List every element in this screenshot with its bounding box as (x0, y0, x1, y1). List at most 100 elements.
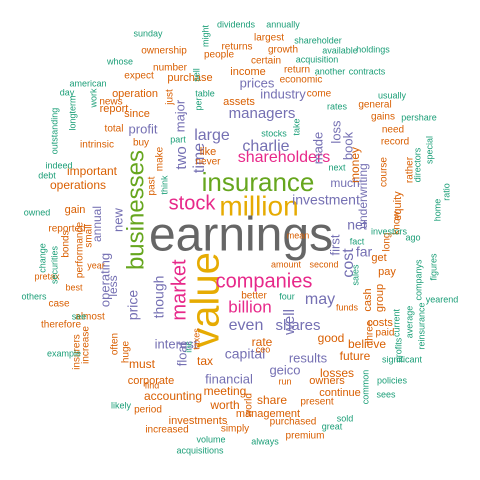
word-people: people (204, 50, 234, 61)
word-value: value (184, 252, 228, 348)
word-whose: whose (106, 56, 133, 66)
word-total: total (105, 124, 124, 135)
word-results: results (289, 350, 328, 365)
word-second: second (309, 259, 338, 269)
word-average: average (404, 306, 414, 339)
word-make: make (155, 146, 166, 171)
word-amount: amount (271, 259, 302, 269)
word-financial: financial (205, 371, 253, 386)
word-investors: investors (371, 226, 408, 236)
word-pershare: pershare (401, 112, 437, 122)
word-yearend: yearend (426, 294, 459, 304)
word-believe: believe (348, 337, 386, 351)
word-usually: usually (378, 90, 407, 100)
word-case: case (48, 299, 70, 310)
word-time: time (191, 143, 208, 173)
word-policies: policies (377, 375, 408, 385)
word-losses: losses (320, 366, 354, 380)
word-often: often (110, 333, 121, 355)
word-book: book (340, 131, 355, 160)
word-industry: industry (260, 86, 306, 101)
word-prices: prices (240, 75, 275, 90)
word-next: next (328, 162, 346, 172)
word-holdings: holdings (356, 44, 390, 54)
word-share: share (257, 393, 287, 407)
word-important: important (67, 164, 118, 178)
word-take: take (291, 118, 301, 135)
word-future: future (340, 349, 371, 363)
word-companies: companies (216, 270, 313, 292)
word-pay: pay (378, 266, 396, 278)
word-equity: equity (392, 191, 404, 221)
word-investments: investments (169, 415, 228, 427)
word-tax: tax (197, 354, 213, 368)
word-profit: profit (129, 121, 158, 136)
word-part: part (170, 134, 186, 144)
word-stock: stock (169, 192, 217, 214)
word-better: better (241, 291, 267, 302)
word-table: table (195, 88, 215, 98)
word-sales: sales (350, 264, 360, 286)
word-funds: funds (336, 302, 359, 312)
word-long: long (382, 233, 393, 252)
word-float: float (174, 341, 189, 366)
word-shareholder: shareholder (294, 35, 342, 45)
word-indeed: indeed (45, 160, 72, 170)
word-underwriting: underwriting (356, 163, 370, 228)
word-earnings: earnings (149, 209, 333, 262)
word-price: price (125, 290, 141, 321)
word-largest: largest (254, 33, 284, 44)
word-money: money (348, 147, 362, 183)
word-never: never (195, 157, 221, 168)
word-cash: cash (362, 288, 374, 311)
word-year: year (87, 260, 105, 270)
word-ownership: ownership (141, 46, 187, 57)
word-know: know (392, 211, 403, 235)
word-worth: worth (209, 398, 239, 412)
word-billion: billion (228, 297, 271, 316)
word-since: since (124, 108, 150, 120)
word-fact: fact (350, 236, 365, 246)
word-current: current (391, 308, 401, 337)
word-accounting: accounting (144, 389, 202, 403)
word-sell: sell (191, 68, 201, 82)
word-owners: owners (309, 375, 345, 387)
word-four: four (279, 291, 295, 301)
word-might: might (200, 25, 210, 48)
word-geico: geico (269, 362, 300, 377)
word-acquisitions: acquisitions (176, 445, 224, 455)
word-world: world (244, 393, 255, 418)
word-purchased: purchased (270, 417, 317, 428)
word-annually: annually (266, 19, 300, 29)
word-paid: paid (376, 328, 395, 339)
word-contracts: contracts (349, 66, 386, 76)
word-operating: operating (97, 253, 112, 307)
word-operations: operations (50, 178, 106, 192)
word-record: record (381, 137, 409, 148)
word-companys: companys (413, 259, 423, 301)
word-expect: expect (124, 71, 154, 82)
word-made: made (310, 132, 325, 165)
word-new: new (110, 207, 125, 231)
word-great: great (322, 421, 343, 431)
word-therefore: therefore (41, 320, 81, 331)
word-figures: figures (428, 253, 438, 281)
word-though: though (151, 276, 167, 319)
word-income: income (230, 66, 265, 78)
word-like: like (200, 146, 217, 158)
word-annual: annual (90, 206, 104, 242)
word-return: return (284, 65, 310, 76)
word-directors: directors (412, 147, 422, 182)
word-small: small (84, 224, 95, 247)
word-owned: owned (24, 207, 51, 217)
word-growth: growth (268, 45, 298, 56)
word-course: course (379, 157, 390, 187)
word-purchase: purchase (167, 72, 212, 84)
word-report: report (100, 103, 129, 115)
word-reported: reported (48, 224, 85, 235)
word-returns: returns (221, 42, 252, 53)
word-corporate: corporate (128, 375, 174, 387)
word-may: may (305, 291, 335, 308)
word-group: group (374, 284, 386, 312)
word-well: well (281, 309, 298, 336)
